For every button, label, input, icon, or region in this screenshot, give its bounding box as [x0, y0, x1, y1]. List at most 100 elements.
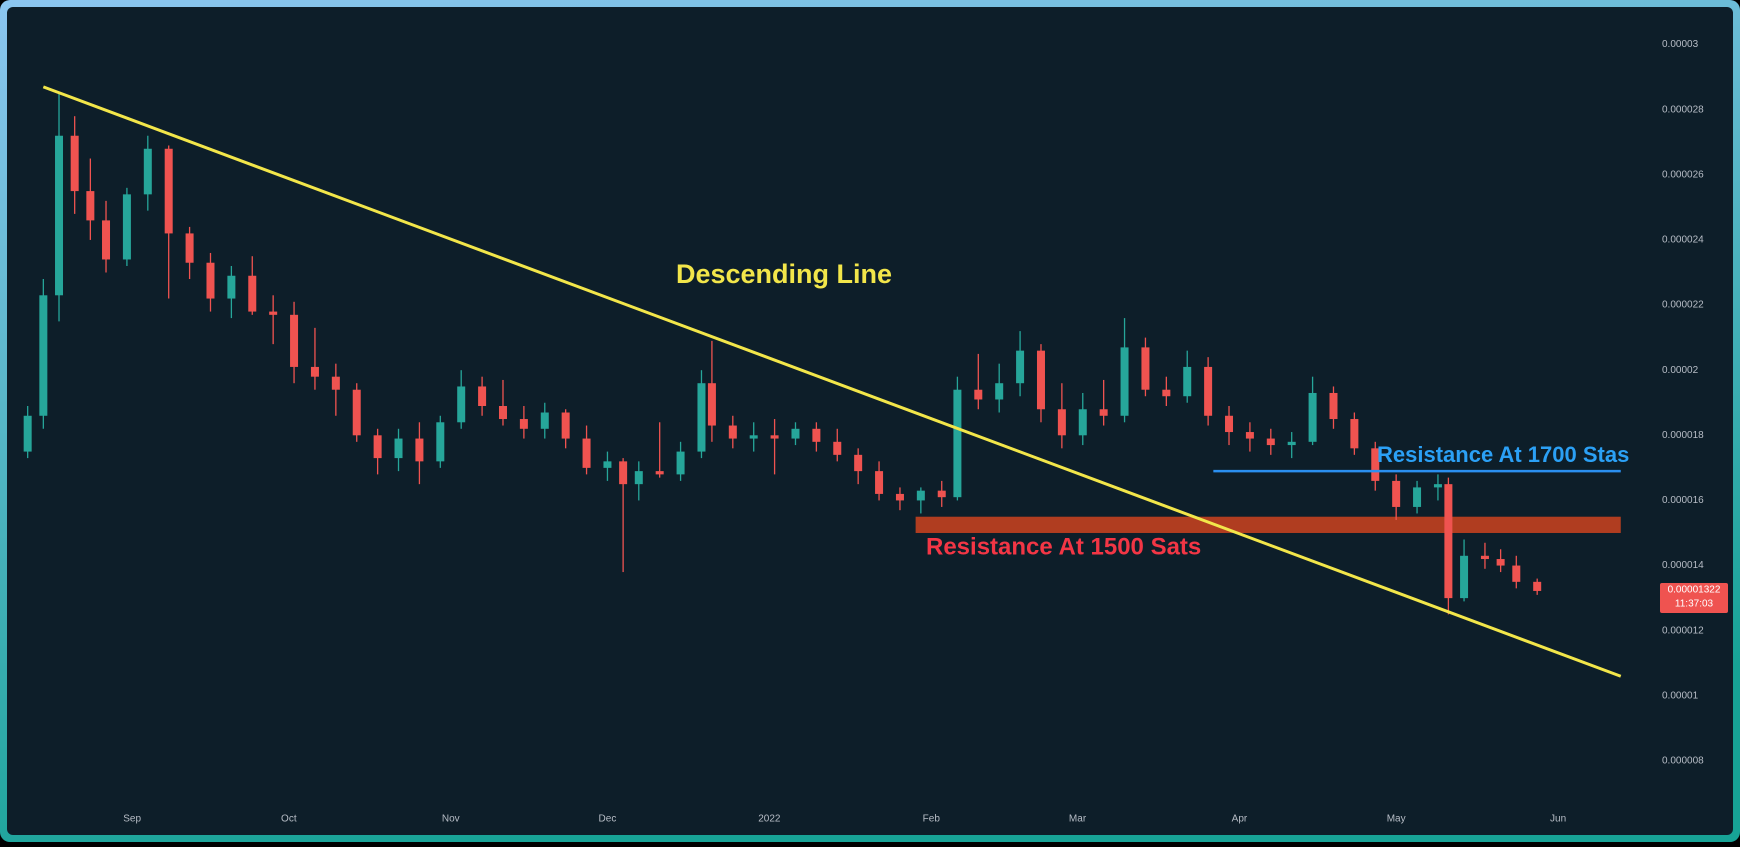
candle-body: [875, 471, 884, 494]
x-tick-label: Sep: [123, 814, 141, 825]
y-tick-label: 0.000026: [1662, 169, 1704, 180]
candle-body: [1016, 350, 1025, 384]
y-tick-label: 0.000012: [1662, 625, 1704, 636]
candle-body: [995, 383, 1004, 400]
candle: [854, 448, 863, 485]
candle: [1266, 428, 1275, 455]
candle-body: [1460, 555, 1469, 599]
candle: [540, 402, 549, 439]
candle-body: [676, 451, 685, 475]
candle: [1350, 412, 1359, 455]
candle-body: [436, 422, 445, 462]
candle-body: [603, 461, 612, 468]
candle-body: [1392, 480, 1401, 507]
candle-body: [1308, 392, 1317, 442]
candle-body: [185, 233, 194, 263]
candle: [953, 376, 962, 501]
resistance-band: [915, 516, 1621, 533]
candle: [1533, 578, 1542, 595]
candle: [770, 419, 779, 475]
candle: [676, 441, 685, 481]
candle: [352, 383, 361, 442]
candle: [1078, 392, 1087, 446]
y-tick-label: 0.000014: [1662, 560, 1704, 571]
candle-body: [833, 441, 842, 455]
candle-body: [953, 389, 962, 498]
candle-body: [310, 366, 319, 377]
candle: [875, 461, 884, 501]
x-tick-label: Jun: [1550, 814, 1566, 825]
candle-body: [1350, 419, 1359, 449]
annotation: Descending Line: [676, 259, 892, 289]
x-tick-label: May: [1387, 814, 1406, 825]
candle: [1225, 406, 1234, 446]
candle: [164, 145, 173, 299]
candle-body: [86, 191, 95, 221]
candle-body: [812, 428, 821, 442]
candle-body: [1433, 484, 1442, 488]
candle-body: [269, 311, 278, 315]
price-tag-value: 0.00001322: [1668, 585, 1721, 596]
candle: [1120, 318, 1129, 423]
candle: [603, 451, 612, 481]
candle: [498, 379, 507, 426]
candle-body: [1512, 565, 1521, 582]
candle-body: [70, 135, 79, 192]
candle: [697, 370, 706, 459]
candle: [290, 301, 299, 384]
x-tick-label: Mar: [1069, 814, 1087, 825]
candle-body: [331, 376, 340, 390]
candle-body: [1329, 392, 1338, 420]
candle: [39, 279, 48, 429]
candle: [561, 409, 570, 449]
candle-body: [352, 389, 361, 436]
candle: [55, 93, 64, 322]
candle-body: [1036, 350, 1045, 410]
candle: [227, 265, 236, 319]
candle-body: [791, 428, 800, 439]
plot: 0.000030.0000280.0000260.0000240.0000220…: [23, 39, 1728, 825]
candle-body: [655, 471, 664, 475]
candle-body: [619, 461, 628, 485]
candle-body: [164, 148, 173, 234]
candle-body: [1141, 347, 1150, 390]
y-tick-label: 0.000024: [1662, 235, 1704, 246]
candle: [248, 256, 257, 315]
candle-body: [1162, 389, 1171, 397]
candle-body: [290, 314, 299, 367]
candle: [206, 252, 215, 312]
candle-body: [1099, 409, 1108, 416]
candle-body: [1533, 581, 1542, 591]
candle-body: [707, 383, 716, 426]
x-tick-label: Nov: [442, 814, 460, 825]
candle: [1099, 379, 1108, 426]
candle: [791, 422, 800, 446]
candle: [1480, 542, 1489, 569]
candle: [1036, 344, 1045, 423]
candle: [749, 422, 758, 452]
candle: [916, 487, 925, 514]
candle: [269, 295, 278, 345]
candle: [436, 415, 445, 468]
x-tick-label: Dec: [599, 814, 617, 825]
candle: [619, 458, 628, 573]
candle-body: [248, 275, 257, 312]
y-tick-label: 0.000022: [1662, 300, 1704, 311]
candle-body: [974, 389, 983, 400]
candle: [1183, 350, 1192, 403]
candle: [70, 116, 79, 214]
candle-body: [55, 135, 64, 296]
candle: [1204, 357, 1213, 426]
candle: [415, 422, 424, 485]
candle-body: [937, 490, 946, 498]
y-tick-label: 0.000008: [1662, 756, 1704, 767]
y-tick-label: 0.000018: [1662, 430, 1704, 441]
candle: [833, 428, 842, 462]
candle-body: [1287, 441, 1296, 446]
candle-body: [916, 490, 925, 501]
candle-body: [1078, 409, 1087, 436]
y-tick-label: 0.00001: [1662, 690, 1699, 701]
candle-body: [23, 415, 32, 452]
candle: [1016, 331, 1025, 397]
candle-body: [415, 438, 424, 462]
